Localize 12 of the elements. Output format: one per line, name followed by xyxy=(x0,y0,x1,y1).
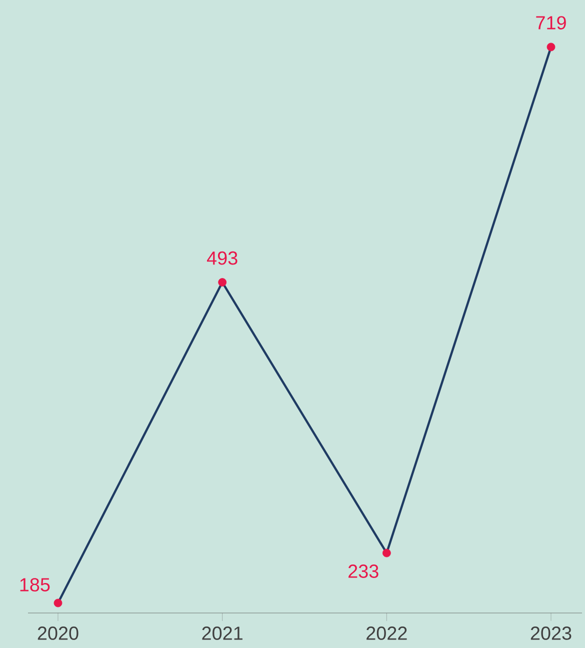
data-label: 233 xyxy=(348,564,378,578)
data-label: 493 xyxy=(206,251,238,265)
point xyxy=(54,598,62,608)
x-tick-label: 2020 xyxy=(38,626,78,640)
x-tick-label: 2022 xyxy=(366,626,407,640)
x-tick-label: 2021 xyxy=(202,626,242,640)
data-label: 185 xyxy=(20,578,50,592)
data-label: 719 xyxy=(536,16,566,30)
point xyxy=(382,548,391,558)
point xyxy=(546,42,556,52)
point xyxy=(218,278,227,286)
x-tick-label: 2023 xyxy=(530,626,572,640)
